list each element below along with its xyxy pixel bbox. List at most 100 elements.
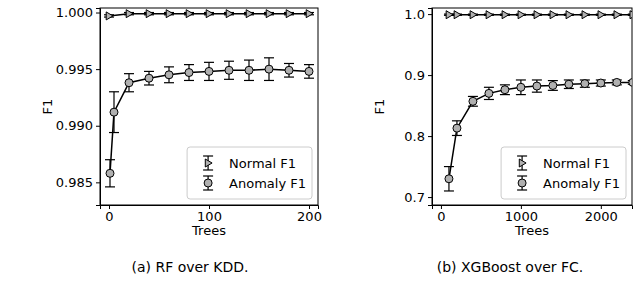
- panel: 0100020000.70.80.91.0TreesF1(b) XGBoost …: [372, 7, 638, 275]
- y-axis-title: F1: [372, 99, 387, 115]
- point: [126, 10, 133, 18]
- error-bar-cap: [244, 80, 254, 81]
- legend-label: Normal F1: [543, 156, 610, 171]
- legend-symbol: [203, 189, 213, 190]
- point: [226, 10, 233, 18]
- point: [454, 11, 461, 19]
- y-tick: 0.9: [404, 68, 432, 83]
- legend-item: Anomaly F1: [517, 176, 620, 191]
- y-axis-line: [96, 9, 101, 206]
- x-tick: 0: [105, 205, 113, 224]
- error-bar: [444, 167, 454, 191]
- y-tick-mark: [428, 136, 432, 137]
- y-tick-mark: [96, 13, 100, 14]
- y-tick-label: 0.995: [56, 62, 93, 77]
- y-axis-title: F1: [40, 99, 55, 115]
- legend-marker: [205, 159, 212, 167]
- x-tick: 1000: [505, 205, 538, 224]
- point: [485, 89, 493, 97]
- point: [205, 67, 213, 75]
- error-bar-cap: [516, 94, 526, 95]
- error-bar: [264, 58, 274, 81]
- point: [125, 79, 133, 87]
- x-tick-label: 100: [197, 209, 222, 224]
- legend-item: Normal F1: [517, 156, 610, 171]
- x-tick-label: 0: [437, 209, 445, 224]
- point: [518, 11, 525, 19]
- legend: Normal F1 Anomaly F1: [501, 147, 626, 199]
- legend-symbol: [517, 169, 527, 170]
- point: [534, 11, 541, 19]
- point: [581, 80, 589, 88]
- point: [110, 108, 118, 116]
- point: [206, 10, 213, 18]
- caption: (b) XGBoost over FC.: [437, 259, 584, 275]
- error-bar-cap: [184, 80, 194, 81]
- point: [145, 74, 153, 82]
- point: [502, 11, 509, 19]
- error-bar-cap: [144, 71, 154, 72]
- error-bar-cap: [164, 66, 174, 67]
- point: [146, 10, 153, 18]
- y-tick-label: 0.985: [56, 175, 93, 190]
- y-tick-mark: [96, 126, 100, 127]
- x-axis: 0 1000 2000: [433, 205, 633, 224]
- point: [629, 78, 632, 86]
- error-bar: [500, 85, 510, 95]
- error-bar-cap: [224, 79, 234, 80]
- error-bar: [564, 80, 574, 89]
- error-bar-cap: [532, 92, 542, 93]
- point: [582, 11, 589, 19]
- point: [266, 10, 273, 18]
- point: [165, 71, 173, 79]
- y-axis: 0.9850.9900.9951.000: [56, 5, 101, 205]
- error-bar-cap: [284, 63, 294, 64]
- error-bar-cap: [516, 79, 526, 80]
- error-bar-cap: [124, 91, 134, 92]
- y-tick-label: 0.9: [404, 68, 425, 83]
- point: [565, 80, 573, 88]
- point: [445, 175, 453, 183]
- legend-marker: [204, 179, 212, 187]
- y-tick-mark: [96, 69, 100, 70]
- point: [106, 12, 113, 20]
- plot-frame: [100, 8, 318, 205]
- point: [469, 97, 477, 105]
- error-bar-cap: [164, 82, 174, 83]
- error-bar: [144, 71, 154, 85]
- x-axis-title: Trees: [514, 223, 549, 238]
- y-axis: 0.70.80.91.0: [404, 7, 432, 206]
- error-bar-cap: [532, 79, 542, 80]
- error-bar: [484, 87, 494, 99]
- error-bar-cap: [484, 99, 494, 100]
- legend-label: Anomaly F1: [229, 176, 306, 191]
- x-axis: 0100200: [101, 205, 322, 224]
- point: [486, 11, 493, 19]
- legend-symbol: [203, 155, 213, 156]
- error-bar-cap: [452, 135, 462, 136]
- point: [597, 79, 605, 87]
- point: [245, 66, 253, 74]
- error-bar-cap: [284, 76, 294, 77]
- error-bar: [548, 81, 558, 91]
- error-bar-cap: [109, 91, 119, 92]
- error-bar-cap: [105, 159, 115, 160]
- legend: Normal F1 Anomaly F1: [187, 147, 312, 199]
- point: [470, 11, 477, 19]
- y-tick: 0.7: [404, 190, 432, 205]
- point: [453, 124, 461, 132]
- point: [246, 10, 253, 18]
- point: [185, 69, 193, 77]
- error-bar: [184, 65, 194, 81]
- legend-item: Anomaly F1: [203, 176, 306, 191]
- x-tick: 2000: [585, 205, 618, 224]
- point: [549, 81, 557, 89]
- point: [446, 11, 453, 19]
- point: [305, 67, 313, 75]
- point: [598, 11, 605, 19]
- y-tick: 1.0: [404, 7, 432, 22]
- y-tick: 0.990: [56, 118, 100, 133]
- error-bar-cap: [484, 87, 494, 88]
- legend-label: Normal F1: [229, 156, 296, 171]
- y-tick-label: 0.7: [404, 190, 425, 205]
